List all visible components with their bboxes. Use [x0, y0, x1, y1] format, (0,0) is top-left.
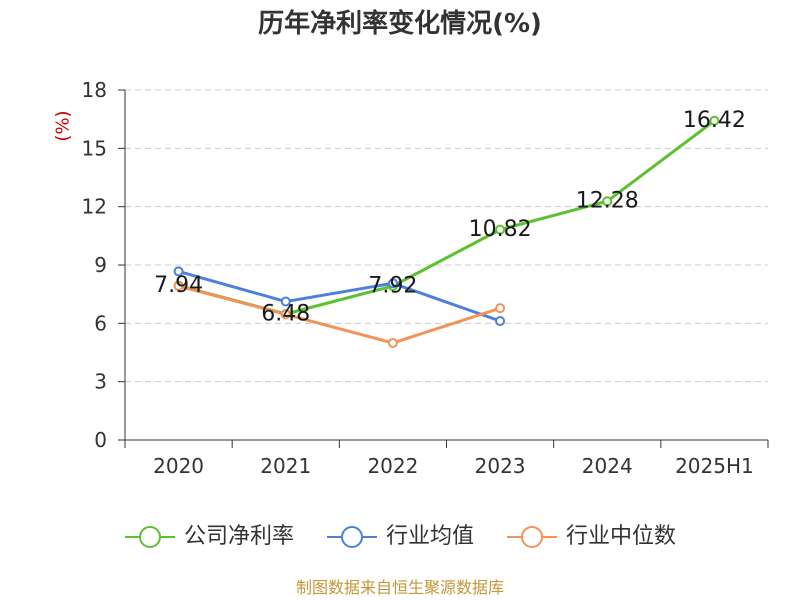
- x-tick-label: 2025H1: [675, 454, 754, 478]
- data-label: 16.42: [683, 108, 746, 133]
- series-line: [177, 269, 502, 323]
- series-2: [173, 281, 506, 348]
- data-label: 7.92: [368, 274, 417, 299]
- source-note: 制图数据来自恒生聚源数据库: [295, 578, 504, 597]
- data-point: [280, 309, 291, 320]
- legend-line-marker-icon: [124, 526, 175, 548]
- axes-layer: 0 3 6 9 12 15 18 2020 2021 2022 2023 2024 2025H1 (%): [53, 78, 769, 478]
- series-line: [177, 284, 502, 345]
- x-tick-label: 2020: [153, 454, 204, 478]
- data-point: [495, 224, 506, 235]
- y-tick-label: 0: [94, 428, 107, 452]
- legend: 公司净利率 行业均值 行业中位数: [0, 522, 800, 552]
- data-point: [173, 266, 184, 277]
- x-tick-label: 2024: [582, 454, 633, 478]
- legend-line-marker-icon: [507, 526, 557, 548]
- legend-item: 公司净利率: [124, 522, 294, 552]
- data-point: [709, 115, 720, 126]
- data-point: [173, 281, 184, 291]
- legend-item: 行业中位数: [506, 522, 676, 552]
- x-tick-label: 2021: [260, 454, 311, 478]
- chart-title: 历年净利率变化情况(%): [258, 9, 542, 39]
- legend-label: 行业均值: [385, 524, 474, 549]
- legend-line-marker-icon: [326, 526, 377, 548]
- y-tick-label: 15: [82, 136, 107, 160]
- series-line: [177, 119, 716, 316]
- data-label: 10.82: [469, 217, 532, 242]
- series-1: [173, 266, 506, 326]
- data-point: [495, 316, 506, 326]
- y-tick-label: 12: [82, 195, 107, 219]
- data-label-layer: 7.94 6.48 7.92 10.82 12.28 16.42: [154, 108, 746, 326]
- data-point: [495, 303, 506, 314]
- legend-label: 公司净利率: [183, 524, 294, 549]
- legend-label: 行业中位数: [566, 524, 677, 549]
- data-label: 7.94: [154, 273, 203, 298]
- legend-item: 行业均值: [326, 522, 474, 552]
- data-label: 12.28: [576, 189, 639, 214]
- x-tick-label: 2022: [367, 454, 418, 478]
- data-point: [387, 337, 398, 348]
- series-0: [173, 115, 720, 319]
- y-axis-label: (%): [53, 110, 74, 141]
- y-tick-label: 6: [94, 311, 107, 335]
- data-label: 6.48: [261, 302, 310, 327]
- data-point: [602, 196, 613, 207]
- data-point: [387, 278, 398, 289]
- x-tick-label: 2023: [475, 454, 526, 478]
- y-tick-label: 18: [82, 78, 107, 102]
- data-point: [280, 296, 291, 307]
- y-tick-label: 9: [94, 253, 107, 277]
- y-tick-label: 3: [94, 370, 107, 394]
